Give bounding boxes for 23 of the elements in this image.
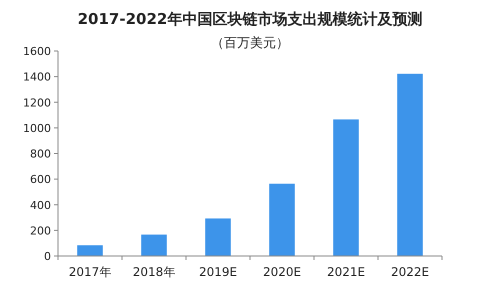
x-tick-label: 2022E	[390, 265, 430, 279]
bar	[269, 184, 295, 256]
chart-subtitle: （百万美元）	[211, 35, 289, 51]
bar	[205, 218, 231, 256]
y-tick-label: 1400	[23, 70, 51, 84]
y-tick-label: 400	[30, 198, 51, 212]
y-tick-label: 1000	[23, 122, 51, 135]
y-tick-label: 200	[30, 224, 51, 238]
y-tick-label: 0	[44, 250, 51, 263]
y-tick-label: 600	[30, 173, 51, 186]
bar	[77, 245, 103, 256]
x-tick-label: 2020E	[262, 265, 302, 279]
chart-title: 2017-2022年中国区块链市场支出规模统计及预测	[78, 10, 422, 28]
x-tick-label: 2017年	[68, 265, 112, 279]
y-tick-label: 800	[30, 148, 51, 160]
x-tick-label: 2018年	[132, 265, 176, 279]
x-tick-label: 2021E	[326, 265, 366, 279]
bar	[397, 74, 423, 256]
bar	[333, 119, 359, 256]
bar	[141, 234, 167, 256]
y-tick-label: 1600	[23, 45, 51, 58]
x-tick-label: 2019E	[198, 265, 238, 279]
y-tick-label: 1200	[23, 96, 51, 110]
